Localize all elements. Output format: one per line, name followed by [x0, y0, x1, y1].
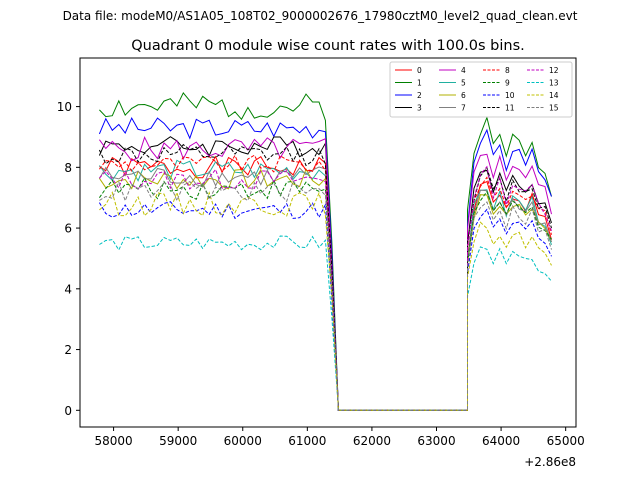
x-tick-label: 60000	[224, 434, 262, 448]
series-line-15	[99, 180, 552, 411]
y-axis: 0 2 4 6 8 10	[57, 100, 80, 418]
y-tick-label: 4	[64, 282, 72, 296]
chart-supertitle: Data file: modeM0/AS1A05_108T02_90000026…	[63, 9, 578, 23]
x-tick-label: 59000	[159, 434, 197, 448]
legend-label-1: 1	[417, 79, 422, 88]
legend-label-13: 13	[549, 79, 559, 88]
x-tick-label: 62000	[353, 434, 391, 448]
series-line-8	[99, 154, 552, 411]
legend-label-2: 2	[417, 91, 422, 100]
legend-label-9: 9	[505, 79, 510, 88]
series-line-14	[99, 190, 552, 411]
y-tick-label: 8	[64, 161, 72, 175]
legend-label-11: 11	[505, 104, 515, 113]
series-line-10	[98, 201, 552, 411]
legend-label-6: 6	[461, 91, 466, 100]
legend-label-12: 12	[549, 66, 559, 75]
y-tick-label: 10	[57, 100, 72, 114]
legend-label-15: 15	[549, 104, 559, 113]
chart-title: Quadrant 0 module wise count rates with …	[131, 38, 525, 54]
series-line-1	[99, 91, 552, 411]
y-tick-label: 6	[64, 222, 72, 236]
x-tick-label: 58000	[94, 434, 132, 448]
x-tick-label: 65000	[547, 434, 585, 448]
legend-label-5: 5	[461, 79, 466, 88]
legend-label-8: 8	[505, 66, 510, 75]
y-tick-label: 2	[64, 343, 72, 357]
legend-box	[389, 61, 573, 118]
series-line-9	[98, 176, 552, 411]
legend-label-7: 7	[461, 104, 466, 113]
y-tick-label: 0	[64, 404, 72, 418]
legend-label-14: 14	[549, 91, 559, 100]
plot-frame	[79, 57, 577, 428]
x-tick-label: 61000	[288, 434, 326, 448]
x-tick-label: 63000	[417, 434, 455, 448]
series-line-2	[98, 116, 552, 411]
legend-label-0: 0	[417, 66, 422, 75]
x-tick-label: 64000	[482, 434, 520, 448]
legend-label-10: 10	[505, 91, 515, 100]
legend-label-4: 4	[461, 66, 466, 75]
legend-label-3: 3	[417, 104, 422, 113]
x-offset-label: +2.86e8	[524, 455, 576, 469]
x-axis: 58000 59000 60000 61000 62000 63000 64000 65000	[94, 427, 585, 448]
series-line-13	[99, 235, 552, 411]
plot-area	[79, 57, 577, 428]
